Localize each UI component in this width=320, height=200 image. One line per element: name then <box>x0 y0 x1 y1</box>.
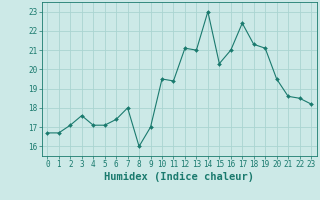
X-axis label: Humidex (Indice chaleur): Humidex (Indice chaleur) <box>104 172 254 182</box>
